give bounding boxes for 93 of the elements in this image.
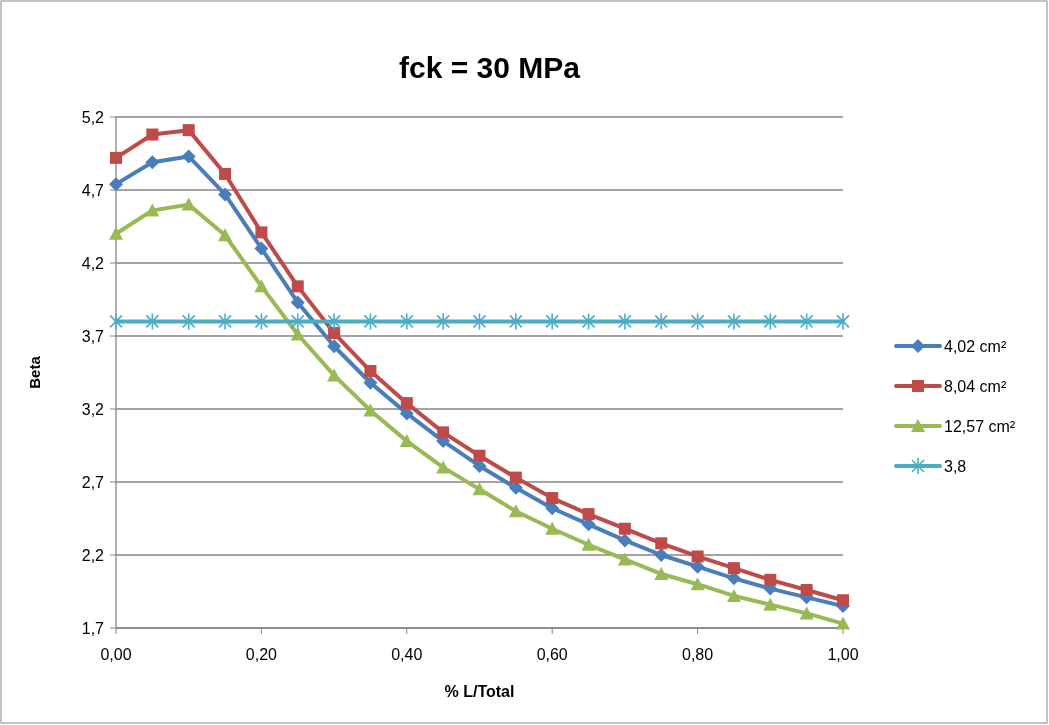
point [764, 573, 777, 586]
point [327, 339, 342, 354]
y-tick-label: 5,2 [81, 108, 105, 126]
y-tick-label: 1,7 [81, 619, 105, 637]
point [290, 327, 305, 341]
point [617, 533, 632, 548]
point [145, 312, 160, 331]
point [472, 482, 487, 496]
point [437, 426, 450, 439]
point [363, 375, 378, 390]
point [545, 521, 560, 535]
point [364, 365, 377, 378]
point [255, 226, 268, 239]
point [472, 312, 487, 331]
point [617, 552, 632, 566]
x-tick-label: 0,60 [536, 646, 568, 663]
point [654, 312, 669, 331]
chart-title: fck = 30 MPa [399, 51, 581, 84]
y-tick-label: 4,7 [81, 181, 105, 199]
point [691, 550, 704, 563]
x-tick-label: 0,20 [245, 646, 278, 663]
point [218, 312, 232, 331]
point [110, 151, 122, 164]
point [836, 312, 850, 331]
point [291, 280, 304, 293]
point [800, 584, 813, 597]
y-tick-label: 3,2 [81, 400, 105, 418]
point [327, 312, 341, 331]
y-tick-label: 4,2 [81, 254, 105, 272]
point [655, 537, 668, 550]
x-tick-label: 0,40 [391, 646, 423, 663]
x-tick-label: 1,00 [827, 646, 859, 663]
point [109, 226, 123, 240]
x-tick-label: 0,00 [100, 646, 132, 663]
point [508, 504, 523, 518]
point [254, 279, 269, 293]
point [509, 471, 522, 484]
point [181, 149, 196, 164]
point [400, 397, 413, 410]
point [690, 577, 705, 591]
point [182, 124, 195, 137]
x-axis-title: % L/Total [444, 683, 515, 700]
point [399, 434, 414, 448]
legend-label: 12,57 cm² [944, 417, 1016, 435]
point [146, 128, 159, 141]
legend-label: 3,8 [944, 457, 967, 475]
point [545, 312, 559, 331]
point [328, 327, 341, 340]
x-tick-label: 0,80 [682, 646, 714, 663]
point [363, 312, 378, 331]
point [290, 312, 305, 331]
point [400, 312, 414, 331]
point [654, 566, 669, 580]
point [581, 537, 596, 551]
point [436, 312, 450, 331]
point [436, 460, 451, 474]
point [727, 562, 740, 575]
point [219, 167, 232, 180]
legend-label: 4,02 cm² [944, 337, 1007, 355]
y-tick-label: 2,2 [81, 546, 105, 564]
point [799, 312, 814, 331]
point [254, 312, 269, 331]
point [836, 616, 850, 630]
point [145, 203, 160, 217]
point [581, 312, 596, 331]
point [690, 312, 705, 331]
point [363, 403, 378, 417]
point [145, 155, 160, 170]
point [726, 588, 741, 602]
point [654, 548, 669, 562]
point [582, 508, 595, 521]
point [254, 241, 269, 256]
point [763, 312, 778, 331]
point [473, 449, 486, 462]
point [618, 312, 632, 331]
point [109, 177, 123, 192]
point [546, 492, 559, 505]
point [837, 594, 849, 607]
point [218, 228, 233, 242]
point [763, 597, 778, 611]
y-axis-title: Beta [26, 355, 43, 389]
point [618, 522, 631, 535]
point [218, 187, 233, 202]
legend-label: 8,04 cm² [944, 377, 1007, 395]
point [799, 606, 814, 620]
point [181, 312, 196, 331]
point [109, 312, 123, 331]
point [509, 312, 523, 331]
point [181, 197, 196, 211]
y-tick-label: 3,7 [81, 327, 105, 345]
y-tick-label: 2,7 [81, 473, 105, 491]
point [290, 295, 305, 310]
point [727, 312, 741, 331]
